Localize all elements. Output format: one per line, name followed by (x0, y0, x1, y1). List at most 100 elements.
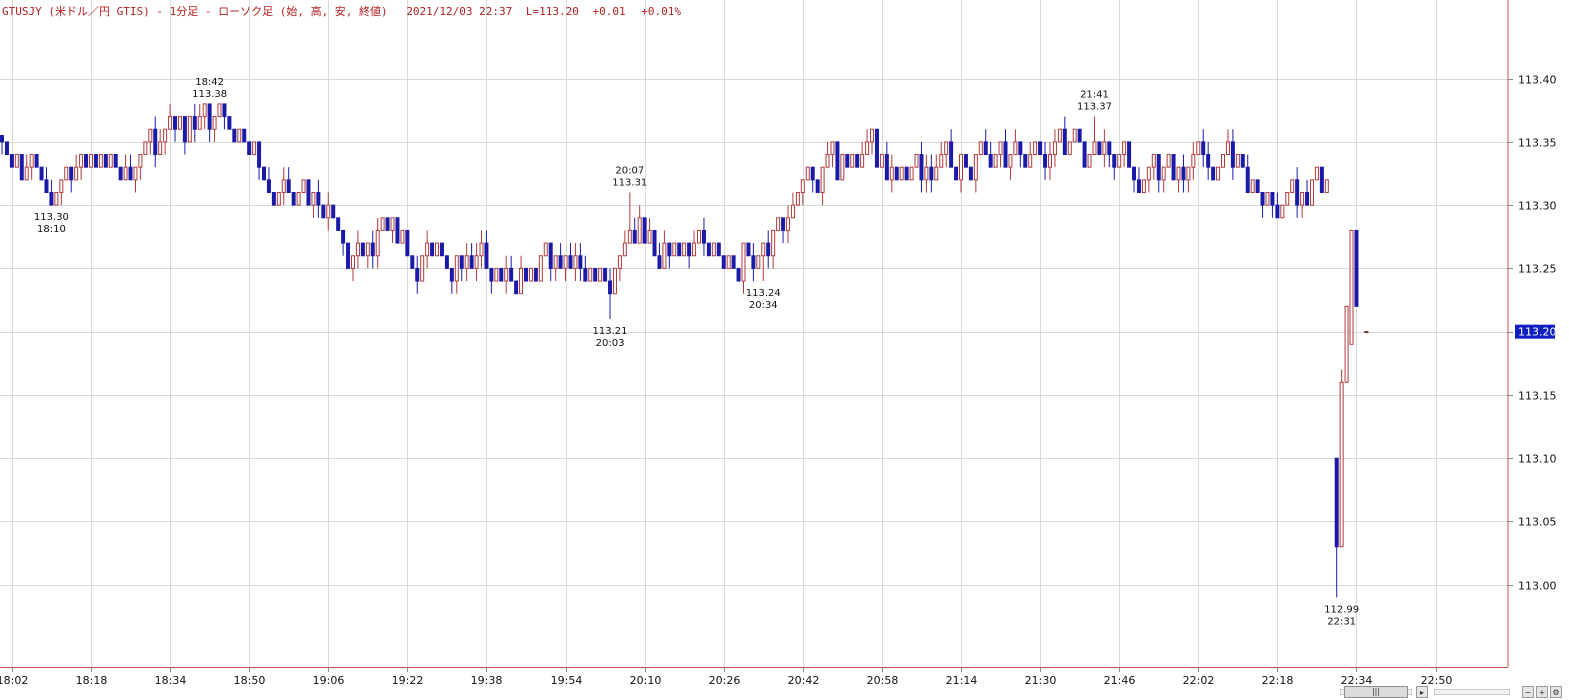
y-tick-label: 113.10 (1518, 453, 1557, 466)
candle-body-up (123, 166, 128, 181)
candle-body-up (1047, 154, 1052, 168)
candle-body-down (321, 204, 326, 219)
candle-body-down (410, 255, 415, 269)
candle-body-up (1092, 141, 1097, 156)
candle-body-down (1206, 154, 1211, 168)
candle-body-down (558, 255, 563, 269)
candle-body-up (726, 255, 731, 269)
candle-body-up (993, 154, 998, 168)
y-tick-label: 113.00 (1518, 580, 1557, 593)
candle (598, 267, 603, 282)
zoom-out-icon[interactable]: − (1522, 686, 1534, 698)
candle (637, 205, 642, 244)
candle (963, 154, 968, 168)
candle (346, 242, 351, 269)
candle (321, 204, 326, 219)
candle-body-down (1305, 191, 1310, 206)
candle (148, 128, 153, 155)
candle-body-down (118, 166, 123, 181)
candle (993, 154, 998, 168)
candle-body-down (746, 242, 751, 257)
candle (232, 128, 237, 143)
candle-body-down (1132, 166, 1137, 181)
candle (894, 166, 899, 181)
candle (271, 191, 276, 206)
zoom-in-icon[interactable]: + (1536, 686, 1548, 698)
candle-body-up (168, 116, 173, 130)
candle-body-down (1354, 229, 1359, 307)
candle-body-up (944, 141, 949, 156)
scrollbar-thumb[interactable]: ||| (1344, 686, 1408, 698)
settings-icon[interactable]: ⚙ (1550, 686, 1562, 698)
candle-body-up (74, 166, 79, 181)
candle-body-up (143, 141, 148, 156)
candle-body-up (914, 154, 919, 168)
candle-body-up (1087, 154, 1092, 168)
candle-body-up (800, 179, 805, 193)
candle-body-down (1240, 154, 1245, 168)
current-price-bg (1515, 324, 1555, 339)
candle-body-up (840, 154, 845, 181)
candle (1295, 167, 1300, 218)
scroll-right-arrow-icon[interactable]: ▸ (1416, 686, 1428, 698)
candle (484, 230, 489, 269)
candle-body-down (632, 229, 637, 244)
candle-body-down (1181, 166, 1186, 181)
candle (212, 116, 217, 142)
candle (1023, 154, 1028, 168)
y-tick-label: 113.15 (1518, 390, 1557, 403)
candle-body-up (771, 229, 776, 257)
candle-body-down (721, 255, 726, 269)
candle-body-up (217, 103, 222, 118)
candle (49, 179, 54, 206)
candle (326, 192, 331, 231)
x-tick-label: 22:34 (1341, 674, 1373, 687)
candle-body-up (375, 229, 380, 257)
candle (538, 255, 543, 282)
candle (138, 154, 143, 180)
candle-body-down (405, 229, 410, 257)
candle (701, 217, 706, 256)
zoom-track[interactable] (1434, 689, 1510, 695)
candle (1003, 129, 1008, 168)
candle-body-up (197, 116, 202, 130)
candle (108, 154, 113, 168)
candle-body-up (879, 154, 884, 168)
candle (301, 179, 306, 193)
candle-body-up (1067, 141, 1072, 156)
candle (874, 128, 879, 168)
candle (1300, 191, 1305, 218)
x-tick-label: 20:26 (709, 674, 741, 687)
candle (578, 243, 583, 282)
candle (1319, 166, 1324, 193)
candle (400, 229, 405, 244)
candle (835, 141, 840, 181)
candle (1240, 154, 1245, 168)
candle (311, 191, 316, 218)
candle-body-up (795, 191, 800, 206)
candle (1260, 191, 1265, 218)
candle (1324, 179, 1329, 193)
candle (746, 242, 751, 257)
candle (479, 230, 484, 269)
horizontal-scrollbar[interactable]: ||| ▸ − + ⚙ (1340, 684, 1569, 700)
candle (1206, 141, 1211, 180)
candle (523, 267, 528, 282)
candle (1018, 141, 1023, 168)
candle-body-up (899, 166, 904, 181)
candle-body-down (113, 154, 118, 168)
candle-body-up (1052, 141, 1057, 156)
candle (949, 129, 954, 168)
candle (242, 128, 247, 143)
candle (1146, 166, 1151, 193)
candle (632, 217, 637, 244)
candle-body-down (1077, 128, 1082, 143)
candle (721, 255, 726, 269)
candle-body-up (390, 217, 395, 231)
candle-body-down (1156, 154, 1161, 181)
candle (652, 229, 657, 257)
candle (93, 154, 98, 168)
candle-body-down (514, 280, 519, 295)
